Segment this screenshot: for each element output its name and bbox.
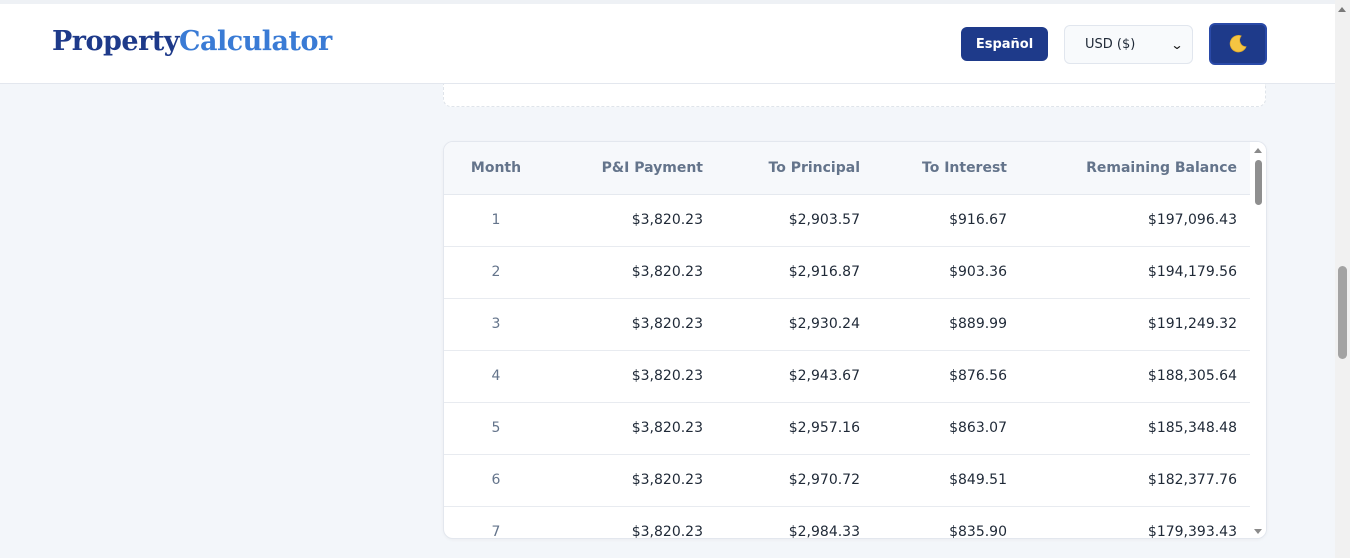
- cell-to-interest: $863.07: [875, 402, 1022, 455]
- table-scrollbar-thumb[interactable]: [1255, 160, 1262, 205]
- cell-month: 6: [444, 454, 548, 507]
- cell-month: 4: [444, 350, 548, 403]
- moon-icon: [1229, 35, 1247, 53]
- cell-month: 3: [444, 298, 548, 351]
- site-header: PropertyCalculator Español USD ($) ⌄: [0, 4, 1335, 84]
- amortization-table: Month P&I Payment To Principal To Intere…: [444, 142, 1252, 538]
- cell-remaining-balance: $188,305.64: [1022, 350, 1252, 403]
- cell-remaining-balance: $194,179.56: [1022, 246, 1252, 299]
- table-row: 2 $3,820.23 $2,916.87 $903.36 $194,179.5…: [444, 246, 1252, 299]
- cell-to-interest: $916.67: [875, 194, 1022, 247]
- cell-remaining-balance: $179,393.43: [1022, 506, 1252, 538]
- cell-pi-payment: $3,820.23: [548, 506, 718, 538]
- cell-to-principal: $2,957.16: [718, 402, 875, 455]
- cell-month: 5: [444, 402, 548, 455]
- currency-selected-value: USD ($): [1085, 37, 1136, 52]
- cell-pi-payment: $3,820.23: [548, 350, 718, 403]
- amortization-table-card: Month P&I Payment To Principal To Intere…: [443, 141, 1267, 539]
- page-scrollbar-thumb[interactable]: [1338, 266, 1347, 359]
- column-header-to-principal: To Principal: [718, 142, 875, 195]
- cell-remaining-balance: $182,377.76: [1022, 454, 1252, 507]
- column-header-month: Month: [444, 142, 548, 195]
- table-row: 5 $3,820.23 $2,957.16 $863.07 $185,348.4…: [444, 402, 1252, 455]
- cell-pi-payment: $3,820.23: [548, 402, 718, 455]
- table-row: 3 $3,820.23 $2,930.24 $889.99 $191,249.3…: [444, 298, 1252, 351]
- cell-to-principal: $2,916.87: [718, 246, 875, 299]
- logo[interactable]: PropertyCalculator: [52, 26, 332, 57]
- cell-to-interest: $835.90: [875, 506, 1022, 538]
- cell-month: 1: [444, 194, 548, 247]
- cell-pi-payment: $3,820.23: [548, 194, 718, 247]
- logo-text-property: Property: [52, 26, 179, 57]
- cell-to-interest: $876.56: [875, 350, 1022, 403]
- column-header-remaining-balance: Remaining Balance: [1022, 142, 1252, 195]
- cell-remaining-balance: $185,348.48: [1022, 402, 1252, 455]
- logo-text-calculator: Calculator: [178, 26, 332, 57]
- currency-select[interactable]: USD ($) ⌄: [1064, 25, 1193, 64]
- scroll-down-arrow-icon[interactable]: [1254, 529, 1262, 534]
- language-toggle-button[interactable]: Español: [961, 27, 1048, 61]
- page-scrollbar[interactable]: [1335, 0, 1350, 558]
- column-header-pi-payment: P&I Payment: [548, 142, 718, 195]
- cell-month: 2: [444, 246, 548, 299]
- cell-to-principal: $2,970.72: [718, 454, 875, 507]
- table-row: 4 $3,820.23 $2,943.67 $876.56 $188,305.6…: [444, 350, 1252, 403]
- scroll-up-arrow-icon[interactable]: [1254, 148, 1262, 153]
- cell-remaining-balance: $197,096.43: [1022, 194, 1252, 247]
- cell-pi-payment: $3,820.23: [548, 246, 718, 299]
- table-header-row: Month P&I Payment To Principal To Intere…: [444, 142, 1252, 195]
- cell-to-principal: $2,930.24: [718, 298, 875, 351]
- cell-remaining-balance: $191,249.32: [1022, 298, 1252, 351]
- cell-pi-payment: $3,820.23: [548, 454, 718, 507]
- cell-pi-payment: $3,820.23: [548, 298, 718, 351]
- cell-to-interest: $889.99: [875, 298, 1022, 351]
- table-row: 7 $3,820.23 $2,984.33 $835.90 $179,393.4…: [444, 506, 1252, 538]
- cell-to-principal: $2,984.33: [718, 506, 875, 538]
- table-row: 1 $3,820.23 $2,903.57 $916.67 $197,096.4…: [444, 194, 1252, 247]
- column-header-to-interest: To Interest: [875, 142, 1022, 195]
- chevron-down-icon: ⌄: [1170, 37, 1184, 52]
- previous-card-bottom: [443, 84, 1266, 107]
- cell-to-interest: $903.36: [875, 246, 1022, 299]
- cell-to-interest: $849.51: [875, 454, 1022, 507]
- page-scroll-up-arrow-icon[interactable]: [1338, 7, 1346, 12]
- top-edge: [0, 0, 1335, 4]
- table-scrollbar[interactable]: [1250, 142, 1266, 538]
- cell-month: 7: [444, 506, 548, 538]
- cell-to-principal: $2,903.57: [718, 194, 875, 247]
- cell-to-principal: $2,943.67: [718, 350, 875, 403]
- theme-toggle-button[interactable]: [1209, 23, 1267, 65]
- table-row: 6 $3,820.23 $2,970.72 $849.51 $182,377.7…: [444, 454, 1252, 507]
